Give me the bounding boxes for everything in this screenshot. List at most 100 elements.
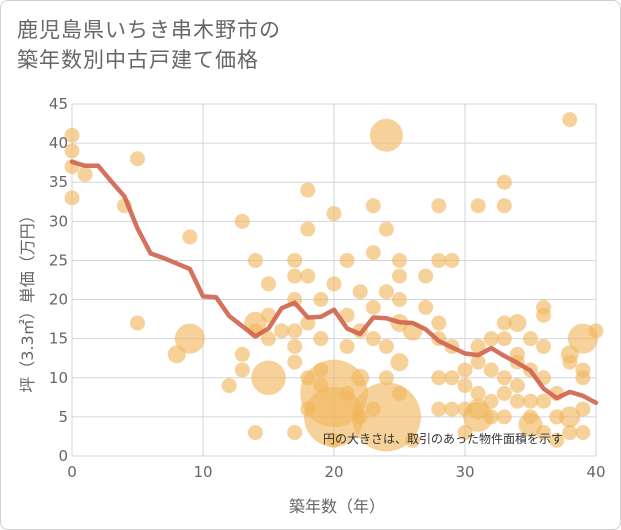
y-tick-label: 0: [58, 447, 68, 465]
data-bubble: [470, 338, 486, 354]
tick-labels: 0 5 10 15 20 25 30 35 40 45 0 10 20 30 40: [49, 95, 606, 481]
data-bubble: [562, 112, 578, 128]
x-tick-label: 40: [586, 463, 605, 481]
x-tick-label: 30: [455, 463, 474, 481]
data-bubble: [130, 315, 145, 331]
y-tick-label: 15: [49, 330, 68, 348]
data-bubble: [496, 385, 512, 401]
data-bubble: [274, 323, 290, 339]
data-bubble: [496, 331, 512, 347]
y-tick-label: 45: [49, 95, 68, 113]
data-bubble: [287, 323, 303, 339]
chart-title-line-2: 築年数別中古戸建て価格: [17, 48, 259, 73]
data-bubble: [221, 378, 237, 394]
data-bubble: [365, 245, 381, 261]
data-bubble: [287, 338, 303, 354]
data-bubble: [339, 252, 355, 268]
x-tick-label: 0: [67, 463, 77, 481]
data-bubble: [457, 378, 473, 394]
data-bubble: [365, 331, 381, 347]
data-bubble: [326, 276, 342, 292]
data-bubble: [261, 331, 276, 347]
data-bubble: [431, 370, 447, 386]
y-tick-label: 30: [49, 212, 68, 230]
data-bubble: [470, 385, 486, 401]
y-tick-label: 25: [49, 251, 68, 269]
data-bubble: [549, 432, 565, 448]
data-bubble: [247, 252, 263, 268]
data-bubble: [444, 401, 460, 417]
data-bubble: [405, 432, 421, 448]
chart-title: 鹿児島県いちき串木野市の 築年数別中古戸建て価格: [17, 15, 281, 76]
data-bubble: [234, 346, 250, 362]
data-bubble: [536, 425, 552, 441]
data-bubble: [496, 409, 512, 425]
data-bubble: [287, 354, 303, 370]
data-bubble: [575, 425, 591, 441]
data-bubble: [300, 268, 316, 284]
data-bubble: [369, 118, 403, 152]
trend-layer: [69, 159, 599, 406]
data-bubble: [351, 368, 370, 387]
data-bubble: [287, 252, 303, 268]
bubble-layer: [64, 112, 604, 452]
data-bubble: [130, 151, 145, 167]
y-tick-label: 20: [49, 291, 68, 309]
data-bubble: [470, 198, 486, 214]
data-bubble: [575, 401, 591, 417]
data-bubble: [64, 127, 80, 143]
data-bubble: [234, 362, 250, 378]
data-bubble: [536, 393, 552, 409]
data-bubble: [457, 425, 473, 441]
data-bubble: [339, 307, 355, 323]
data-bubble: [457, 362, 473, 378]
data-bubble: [365, 299, 381, 315]
data-bubble: [64, 143, 80, 159]
data-bubble: [378, 338, 394, 354]
data-bubble: [339, 338, 355, 354]
data-bubble: [326, 432, 342, 448]
data-bubble: [559, 406, 581, 428]
data-bubble: [378, 221, 394, 237]
bubble-size-note: 円の大きさは、取引のあった物件面積を示す: [323, 431, 563, 446]
data-bubble: [470, 354, 486, 370]
x-axis-label: 築年数（年）: [289, 497, 385, 516]
data-bubble: [418, 299, 434, 315]
data-bubble: [365, 198, 381, 214]
data-bubble: [523, 331, 538, 347]
data-bubble: [496, 370, 512, 386]
data-bubble: [496, 174, 512, 190]
data-bubble: [326, 206, 342, 222]
data-bubble: [390, 353, 409, 372]
data-bubble: [575, 370, 591, 386]
data-bubble: [247, 425, 263, 441]
data-bubble: [287, 425, 303, 441]
data-bubble: [431, 401, 447, 417]
data-bubble: [313, 292, 329, 308]
data-bubble: [251, 360, 286, 396]
data-bubble: [234, 213, 250, 229]
data-bubble: [304, 386, 364, 447]
data-bubble: [392, 385, 407, 401]
data-bubble: [339, 385, 355, 401]
data-bubble: [508, 314, 527, 333]
data-bubble: [392, 268, 407, 284]
data-bubble: [174, 323, 205, 354]
data-bubble: [431, 252, 447, 268]
average-price-line: [69, 159, 599, 406]
data-bubble: [444, 370, 460, 386]
x-tick-label: 20: [324, 463, 343, 481]
data-bubble: [300, 182, 316, 198]
y-tick-label: 5: [58, 408, 68, 426]
data-bubble: [431, 198, 447, 214]
data-bubble: [64, 190, 80, 206]
data-bubble: [313, 331, 329, 347]
data-bubble: [444, 252, 460, 268]
data-bubble: [261, 276, 276, 292]
data-bubble: [483, 331, 499, 347]
data-bubble: [392, 292, 407, 308]
data-bubble: [300, 221, 316, 237]
data-bubble: [463, 401, 494, 432]
data-bubble: [352, 284, 368, 300]
